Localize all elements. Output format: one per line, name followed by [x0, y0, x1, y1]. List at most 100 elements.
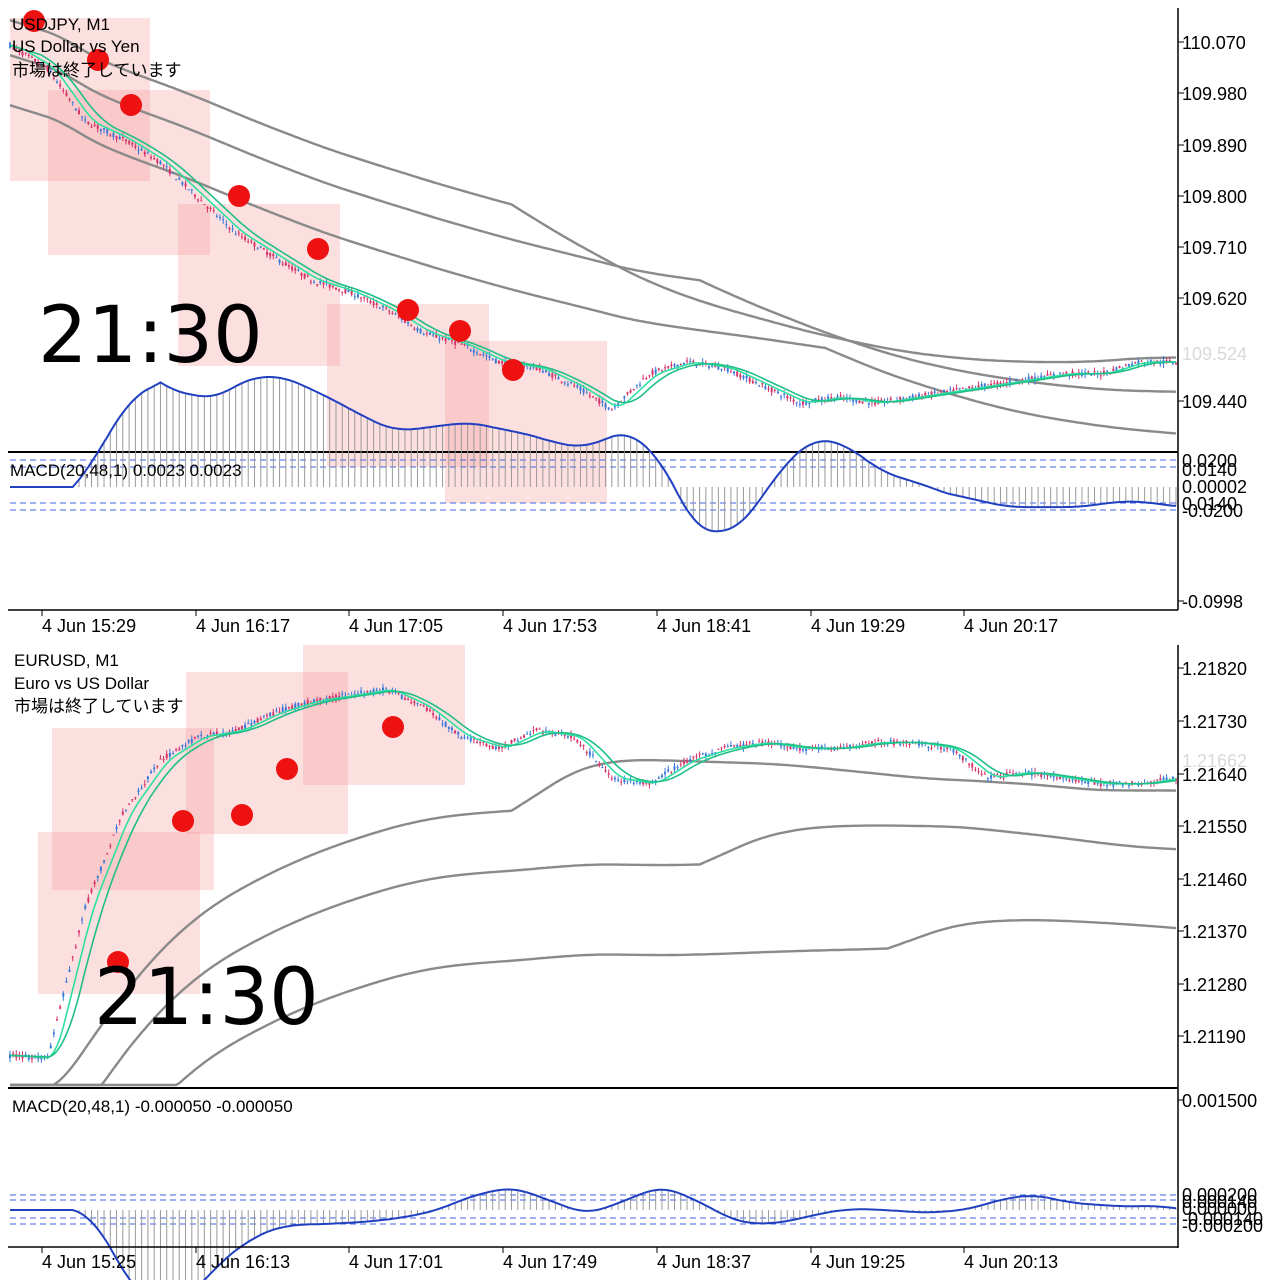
highlight-box [303, 645, 465, 785]
usdjpy-red-dots [23, 10, 524, 381]
candle-body [197, 735, 200, 737]
candle-body [592, 754, 594, 756]
candle-body [902, 398, 905, 400]
candle-body [827, 396, 830, 400]
macd-tick-label: 0.000140 [1182, 1192, 1257, 1212]
candle-body [573, 385, 576, 387]
candle-body [1159, 363, 1162, 365]
time-tick-label: 4 Jun 15:29 [42, 616, 136, 636]
candle-body [150, 771, 153, 774]
candle-body [96, 875, 99, 878]
candle-body [921, 743, 924, 745]
candle-body [908, 744, 911, 746]
candle-body [372, 301, 375, 306]
time-tick-label: 4 Jun 19:29 [811, 616, 905, 636]
candle-body [34, 59, 37, 62]
red-dot-marker [87, 49, 109, 71]
candle-body [240, 236, 243, 238]
candle-body [488, 745, 491, 747]
candle-body [798, 403, 801, 405]
candle-body [284, 262, 287, 266]
candle-body [1156, 360, 1159, 362]
candle-body [432, 334, 435, 336]
candle-body [419, 704, 422, 706]
candle-body [360, 690, 363, 693]
candle-body [689, 759, 692, 762]
candle-body [162, 758, 165, 760]
candle-body [328, 284, 331, 288]
candle-body [999, 382, 1002, 385]
candle-body [529, 733, 532, 735]
candle-body [1027, 376, 1030, 382]
candle-body [949, 388, 952, 390]
candle-body [861, 401, 864, 404]
candle-body [485, 355, 488, 357]
candle-body [266, 714, 269, 716]
candle-body [964, 758, 967, 760]
envelope-band-line [10, 759, 1176, 1087]
candle-body [262, 248, 265, 250]
time-tick-label: 4 Jun 18:37 [657, 1252, 751, 1272]
candle-body [789, 746, 792, 750]
candle-body [1165, 777, 1168, 781]
candle-body [761, 741, 764, 744]
candle-body [388, 311, 391, 313]
candle-body [388, 691, 391, 694]
candle-body [275, 257, 278, 259]
candle-body [394, 691, 397, 693]
candle-body [331, 285, 334, 288]
candle-body [278, 259, 281, 263]
candle-body [682, 362, 685, 365]
eurusd-time-axis-labels: 4 Jun 15:25 4 Jun 16:13 4 Jun 17:01 4 Ju… [41, 1247, 1058, 1272]
candle-body [112, 834, 115, 836]
candle-body [124, 139, 127, 142]
eurusd-macd-histogram [78, 1189, 1177, 1280]
candle-body [87, 897, 90, 903]
candle-body [131, 799, 134, 801]
candle-body [488, 355, 491, 358]
candle-body [1008, 772, 1011, 774]
candle-body [65, 981, 68, 983]
candle-body [692, 360, 695, 364]
time-tick-label: 4 Jun 17:01 [349, 1252, 443, 1272]
candle-body [604, 770, 607, 772]
candle-body [582, 388, 585, 393]
usdjpy-market-status: 市場は終了しています [12, 61, 182, 81]
candle-body [980, 773, 983, 775]
candle-body [1008, 380, 1011, 384]
candle-body [197, 199, 200, 201]
eurusd-highlight-boxes [38, 645, 465, 994]
candle-body [1102, 371, 1105, 375]
candle-body [889, 740, 892, 742]
candle-body [247, 241, 250, 243]
candle-body [1137, 784, 1140, 786]
candle-body [623, 777, 626, 783]
candle-body [745, 744, 748, 746]
candle-body [68, 969, 71, 972]
candle-body [1165, 360, 1168, 362]
eurusd-macd-panel: MACD(20,48,1) -0.000050 -0.000050 0.0015… [10, 1091, 1263, 1280]
candle-body [617, 403, 620, 406]
candle-body [767, 740, 770, 744]
candle-body [686, 760, 689, 763]
candle-body [839, 395, 842, 397]
candle-body [911, 395, 914, 400]
price-tick-label: 1.21820 [1182, 659, 1247, 679]
candle-body [397, 316, 400, 318]
candle-body [300, 703, 303, 706]
candle-body [798, 746, 801, 751]
candle-body [209, 208, 212, 210]
candle-body [171, 752, 174, 754]
price-tick-label: 109.620 [1182, 289, 1247, 309]
candle-body [1077, 780, 1080, 782]
candle-body [165, 166, 168, 168]
candle-body [686, 360, 689, 362]
candle-body [629, 390, 632, 393]
candle-body [701, 752, 704, 755]
candle-body [1002, 777, 1005, 779]
candle-body [676, 364, 679, 368]
price-tick-label: 110.070 [1182, 33, 1246, 53]
candle-body [338, 289, 341, 291]
eurusd-market-status: 市場は終了しています [14, 697, 184, 717]
candle-body [1059, 372, 1062, 374]
